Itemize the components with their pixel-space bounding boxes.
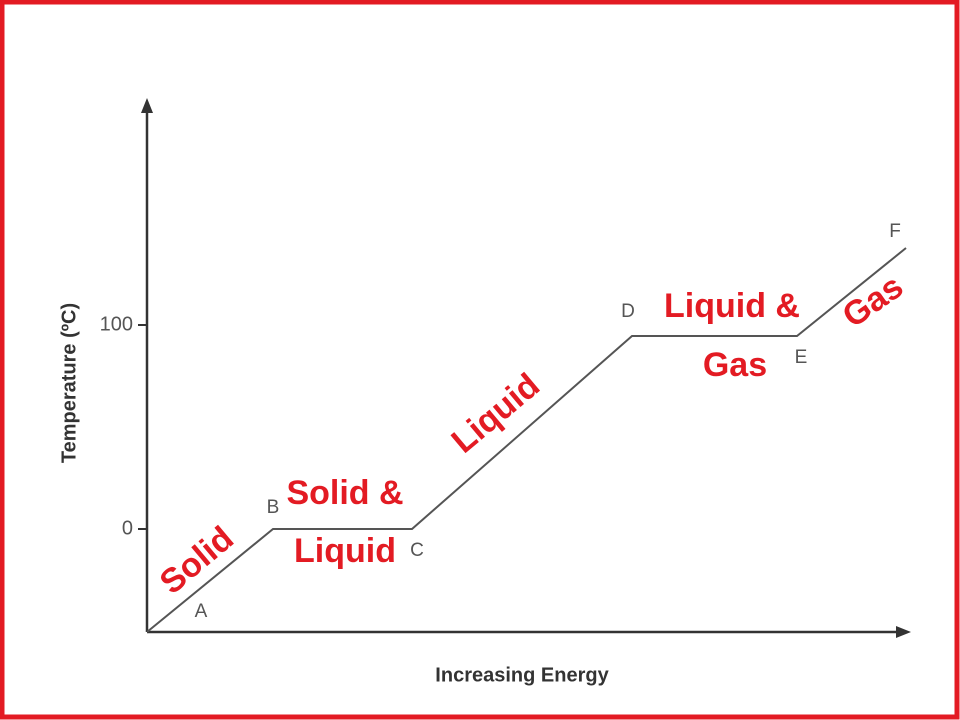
point-label: B (267, 497, 280, 518)
phase-label: Solid (153, 519, 241, 602)
phase-label: Solid & (286, 474, 403, 512)
point-label: A (195, 601, 208, 622)
y-axis-label: Temperature (ºC) (58, 303, 80, 463)
point-label: E (795, 347, 808, 368)
phase-label: Liquid & (664, 287, 800, 325)
x-arrow (896, 626, 911, 638)
point-label: F (889, 221, 901, 242)
point-label: D (621, 301, 635, 322)
point-label: C (410, 540, 424, 561)
x-axis-label: Increasing Energy (435, 664, 609, 686)
phase-label: Liquid (444, 366, 547, 461)
phase-label: Liquid (294, 532, 396, 570)
phase-label: Gas (836, 267, 910, 335)
y-tick-label: 0 (122, 517, 133, 539)
y-arrow (141, 98, 153, 113)
y-tick-label: 100 (100, 313, 133, 335)
heating-curve (146, 247, 907, 633)
phase-label: Gas (703, 346, 767, 384)
